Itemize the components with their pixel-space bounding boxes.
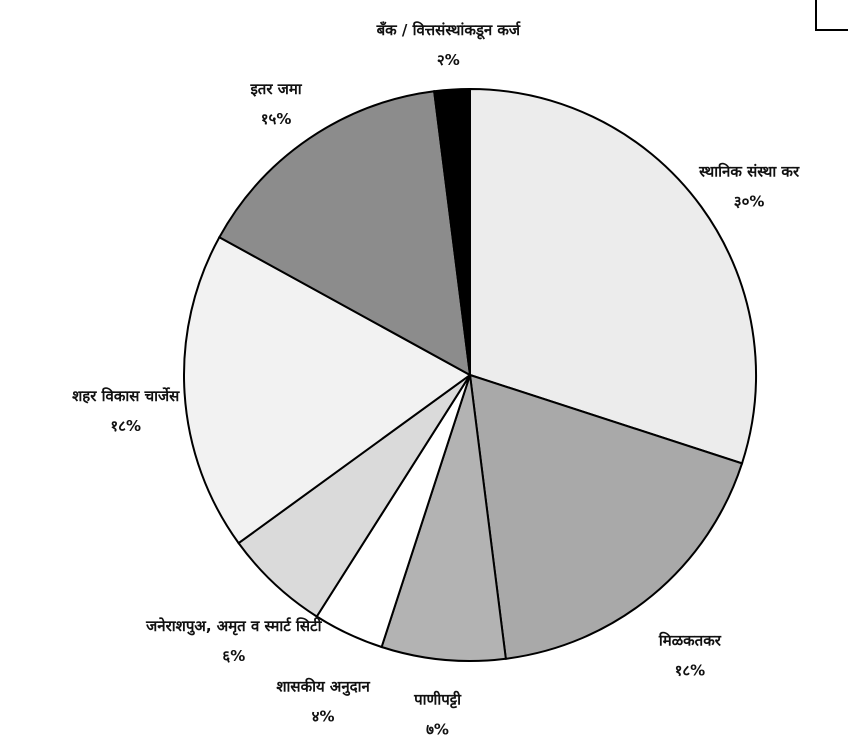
slice-value-label: १५% (261, 110, 292, 128)
pie-slice (380, 374, 507, 662)
pie-slice (469, 87, 757, 465)
slice-label: जनेराशपुअ, अमृत व स्मार्ट सिटी (145, 617, 322, 636)
corner-box (815, 0, 848, 31)
slice-value-label: ३०% (734, 193, 765, 211)
slice-value-label: १८% (675, 661, 706, 679)
slice-label: इतर जमा (249, 80, 302, 98)
slice-value-label: १८% (110, 417, 141, 435)
pie-slice (468, 373, 744, 660)
slice-value-label: ४% (312, 708, 335, 726)
slice-label: शहर विकास चार्जेस (72, 387, 180, 405)
pie-slice (218, 90, 472, 377)
slice-label: मिळकतकर (658, 631, 722, 649)
slice-label: शासकीय अनुदान (276, 678, 370, 697)
slice-value-label: २% (437, 51, 460, 69)
pie-slice (433, 87, 471, 376)
slice-label: पाणीपट्टी (413, 691, 462, 709)
slice-label: बँक / वित्तसंस्थांकडून कर्ज (376, 21, 521, 40)
pie-slice (183, 235, 472, 545)
slice-label: स्थानिक संस्था कर (698, 163, 800, 181)
slice-value-label: ६% (222, 647, 245, 665)
slice-value-label: ७% (426, 721, 449, 739)
